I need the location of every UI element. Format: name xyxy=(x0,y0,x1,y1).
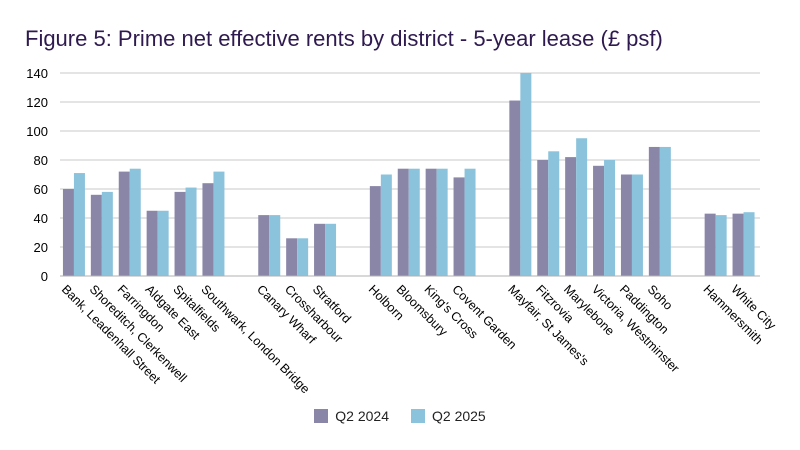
bar xyxy=(408,168,420,276)
bar xyxy=(286,238,298,276)
bar xyxy=(380,174,392,276)
bar xyxy=(704,213,716,276)
bar xyxy=(631,174,643,276)
legend-swatch xyxy=(314,409,329,423)
y-tick-label: 20 xyxy=(34,240,48,255)
y-tick-label: 40 xyxy=(34,211,48,226)
y-tick-label: 140 xyxy=(26,66,48,81)
bar xyxy=(269,215,281,276)
legend-label: Q2 2024 xyxy=(335,408,389,424)
bar xyxy=(576,138,588,276)
chart-title: Figure 5: Prime net effective rents by d… xyxy=(25,26,663,51)
bar xyxy=(732,213,744,276)
bar xyxy=(314,223,326,276)
bar xyxy=(743,212,755,276)
bar xyxy=(453,177,465,276)
bar xyxy=(174,191,186,276)
y-tick-label: 80 xyxy=(34,153,48,168)
bar xyxy=(297,238,309,276)
bar xyxy=(548,151,560,276)
y-tick-label: 100 xyxy=(26,124,48,139)
bar xyxy=(715,215,727,276)
bar xyxy=(213,171,225,276)
bar xyxy=(146,210,158,276)
bar xyxy=(648,146,660,276)
bar xyxy=(464,168,476,276)
y-tick-label: 0 xyxy=(41,269,48,284)
bar xyxy=(604,160,616,276)
bar xyxy=(425,168,437,276)
bar xyxy=(185,187,197,276)
bar xyxy=(325,223,337,276)
bar xyxy=(509,100,521,276)
bar xyxy=(397,168,409,276)
bar xyxy=(593,165,605,276)
bar xyxy=(620,174,632,276)
bar xyxy=(565,157,577,276)
bar xyxy=(118,171,130,276)
bar xyxy=(520,73,532,276)
bar xyxy=(73,173,85,276)
legend: Q2 2024 Q2 2025 xyxy=(0,408,800,424)
bar xyxy=(62,189,74,276)
bar xyxy=(157,210,169,276)
bar xyxy=(436,168,448,276)
bar xyxy=(659,146,671,276)
y-tick-label: 120 xyxy=(26,95,48,110)
bar xyxy=(258,215,270,276)
bar xyxy=(369,186,381,276)
bar xyxy=(101,191,113,276)
y-axis-ticks: 0 20 40 60 80 100 120 140 xyxy=(26,66,48,284)
legend-item: Q2 2024 xyxy=(314,408,389,424)
bar xyxy=(537,160,549,276)
legend-swatch xyxy=(411,409,425,423)
bars xyxy=(60,73,760,277)
legend-label: Q2 2025 xyxy=(432,408,486,424)
bar xyxy=(129,168,141,276)
bar xyxy=(202,183,214,276)
y-tick-label: 60 xyxy=(34,182,48,197)
bar xyxy=(90,194,102,276)
legend-item: Q2 2025 xyxy=(411,408,486,424)
